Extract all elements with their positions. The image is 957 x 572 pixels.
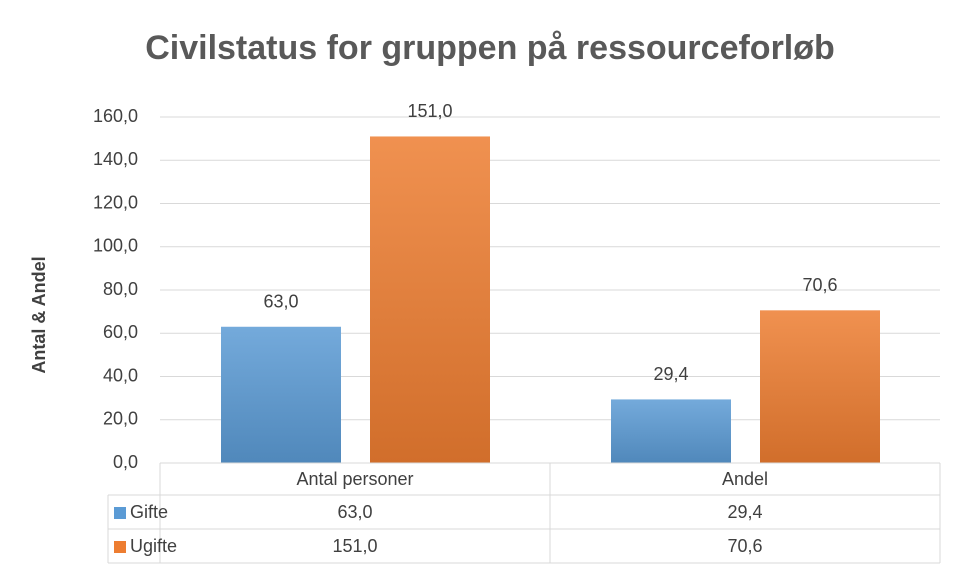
y-axis-label: Antal & Andel: [29, 256, 49, 373]
bar: [760, 310, 880, 463]
y-tick-label: 160,0: [93, 106, 138, 126]
y-tick-label: 60,0: [103, 322, 138, 342]
legend-label: Gifte: [130, 502, 168, 522]
data-label: 63,0: [263, 292, 298, 312]
bar: [611, 399, 731, 463]
y-tick-label: 40,0: [103, 365, 138, 385]
y-tick-label: 140,0: [93, 149, 138, 169]
y-tick-label: 0,0: [113, 452, 138, 472]
y-tick-label: 20,0: [103, 409, 138, 429]
table-cell: 63,0: [337, 502, 372, 522]
x-tick-label: Antal personer: [296, 469, 413, 489]
bar: [221, 326, 341, 463]
chart-title: Civilstatus for gruppen på ressourceforl…: [145, 29, 835, 67]
y-tick-label: 100,0: [93, 236, 138, 256]
data-label: 151,0: [407, 101, 452, 121]
table-cell: 70,6: [727, 536, 762, 556]
legend-swatch: [114, 507, 126, 519]
x-tick-label: Andel: [722, 469, 768, 489]
bar: [370, 136, 490, 463]
table-cell: 29,4: [727, 502, 762, 522]
table-cell: 151,0: [332, 536, 377, 556]
y-tick-label: 120,0: [93, 192, 138, 212]
legend-swatch: [114, 541, 126, 553]
data-label: 70,6: [802, 275, 837, 295]
data-label: 29,4: [653, 364, 688, 384]
legend-label: Ugifte: [130, 536, 177, 556]
y-tick-label: 80,0: [103, 279, 138, 299]
